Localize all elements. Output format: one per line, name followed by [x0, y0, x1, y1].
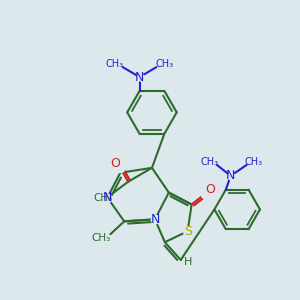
- Text: CH₃: CH₃: [94, 193, 113, 202]
- Text: N: N: [103, 191, 112, 204]
- Text: O: O: [110, 158, 120, 170]
- Text: S: S: [184, 225, 192, 238]
- Text: CH₃: CH₃: [92, 233, 111, 243]
- Text: N: N: [150, 213, 160, 226]
- Text: CH₃: CH₃: [244, 157, 262, 167]
- Text: CH₃: CH₃: [155, 59, 173, 69]
- Text: CH₃: CH₃: [201, 157, 219, 167]
- Text: O: O: [206, 183, 215, 196]
- Text: CH₃: CH₃: [106, 59, 124, 69]
- Text: N: N: [226, 169, 236, 182]
- Text: N: N: [135, 70, 144, 83]
- Text: H: H: [184, 257, 192, 267]
